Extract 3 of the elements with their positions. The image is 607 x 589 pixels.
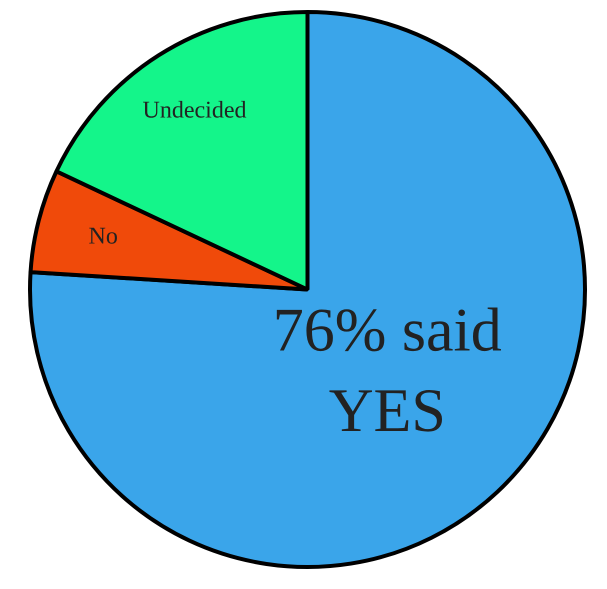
slice-label: 76% said YES [272,296,502,446]
slice-label: No [88,223,118,250]
slice-label: Undecided [142,98,246,124]
